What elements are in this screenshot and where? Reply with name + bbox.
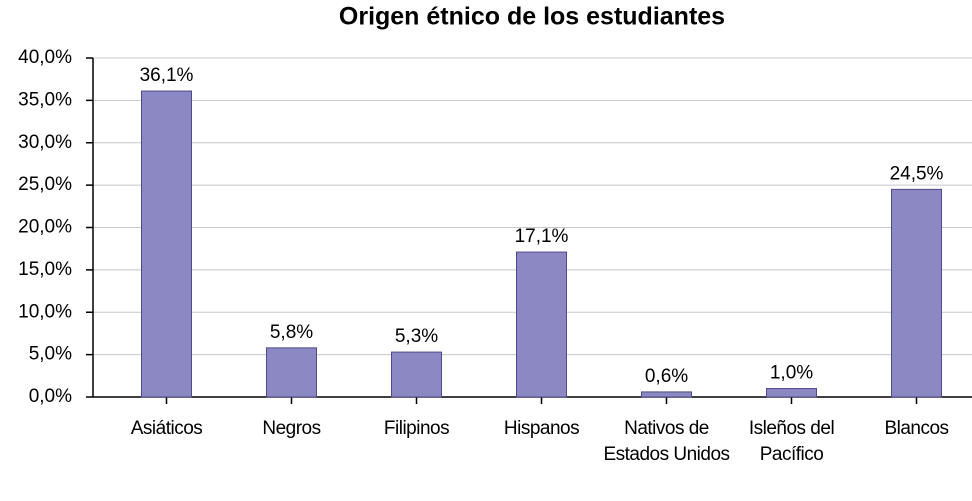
bar xyxy=(516,251,567,398)
value-label: 5,8% xyxy=(270,322,313,343)
bar xyxy=(391,351,442,398)
value-label: 0,6% xyxy=(645,366,688,387)
x-tick-label: Blancos xyxy=(884,418,949,439)
y-tick-label: 20,0% xyxy=(18,217,72,238)
x-tick-label: Filipinos xyxy=(383,418,450,439)
y-tick-label: 15,0% xyxy=(18,259,72,280)
x-tick-label: Asiáticos xyxy=(130,418,203,439)
bar xyxy=(141,90,192,398)
y-tick-label: 25,0% xyxy=(18,174,72,195)
bar xyxy=(891,188,942,398)
x-tick-label: Nativos de Estados Unidos xyxy=(603,418,730,465)
x-tick-label: Isleños del Pacífico xyxy=(748,418,835,465)
value-label: 24,5% xyxy=(890,163,944,184)
value-label: 5,3% xyxy=(395,326,438,347)
bar xyxy=(766,388,817,398)
y-tick-label: 35,0% xyxy=(18,89,72,110)
value-label: 1,0% xyxy=(770,363,813,384)
value-label: 17,1% xyxy=(515,226,569,247)
y-tick-label: 5,0% xyxy=(29,344,72,365)
chart-title: Origen étnico de los estudiantes xyxy=(339,3,725,31)
y-tick-label: 40,0% xyxy=(18,47,72,68)
bar xyxy=(266,347,317,398)
value-label: 36,1% xyxy=(140,65,194,86)
x-tick-label: Hispanos xyxy=(503,418,580,439)
y-tick-label: 0,0% xyxy=(29,386,72,407)
x-tick-label: Negros xyxy=(262,418,321,439)
y-tick-label: 10,0% xyxy=(18,301,72,322)
y-tick-label: 30,0% xyxy=(18,132,72,153)
bar xyxy=(641,391,692,398)
